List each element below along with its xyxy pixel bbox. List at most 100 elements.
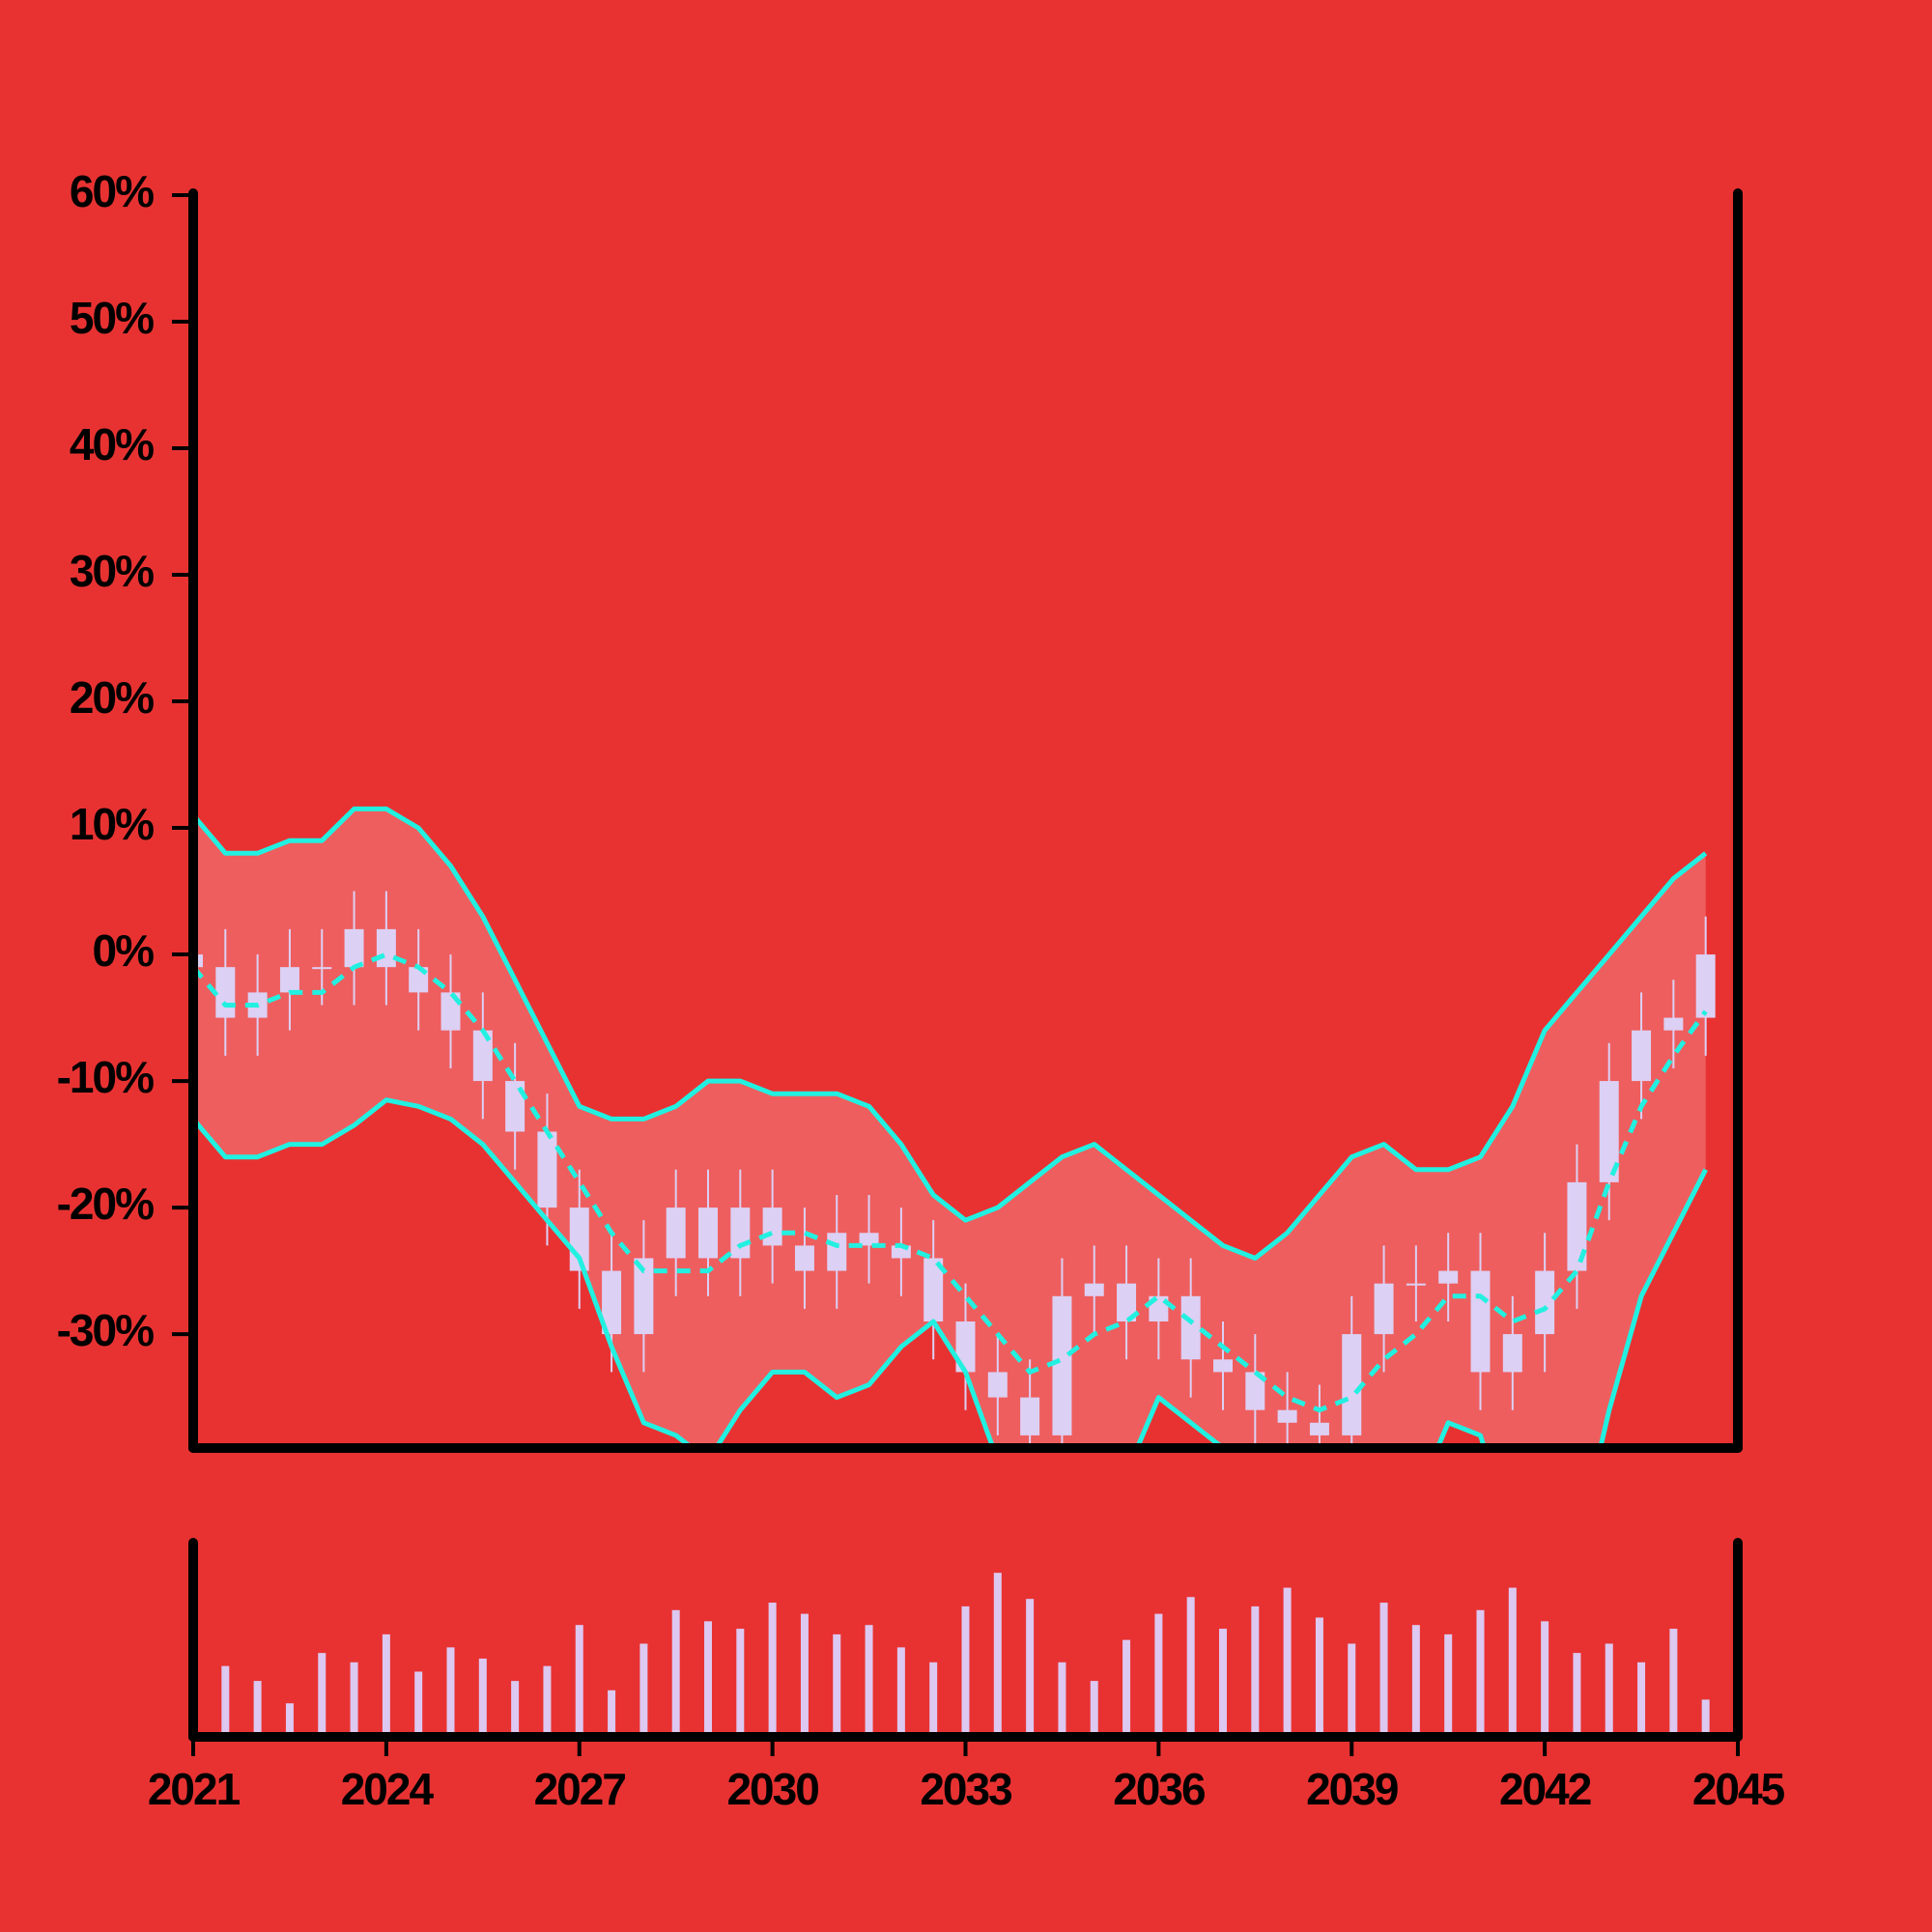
candle-body [1213,1359,1233,1373]
volume-bar [575,1625,583,1737]
y-tick-label: 40% [70,419,154,469]
volume-bar [1508,1587,1517,1737]
volume-bar [1637,1662,1646,1737]
volume-bar [511,1681,520,1737]
volume-bar [736,1629,745,1737]
candle-body [1117,1283,1137,1321]
volume-bar [671,1609,680,1737]
candle-body [215,967,236,1018]
volume-bar [414,1671,423,1737]
x-tick-label: 2027 [534,1764,626,1814]
candle-body [1599,1081,1619,1182]
volume-bar [896,1647,905,1737]
y-tick-label: -10% [57,1052,154,1102]
candle-body [698,1208,718,1259]
candle-body [279,967,299,993]
candle-body [827,1233,847,1271]
volume-bar [1541,1621,1549,1737]
candle-body [344,928,364,968]
volume-bar [1090,1681,1098,1737]
candle-body [730,1208,751,1259]
x-tick-label: 2042 [1499,1764,1591,1814]
volume-bar [1573,1653,1581,1737]
candle-body [1084,1283,1104,1296]
volume-bar [704,1621,712,1737]
candle-body [1632,1030,1652,1082]
candle-body [762,1208,782,1246]
candle-body [1180,1295,1201,1360]
x-tick-label: 2033 [920,1764,1011,1814]
candle-body [634,1258,654,1335]
y-tick-label: 30% [70,546,154,596]
volume-bar [1701,1699,1710,1737]
candle-body [1535,1270,1555,1335]
volume-bar [1251,1605,1260,1737]
band-fill [193,809,1706,1448]
x-tick-label: 2045 [1692,1764,1785,1814]
volume-bar [1348,1643,1356,1737]
y-tick-label: 50% [70,293,154,343]
volume-bar [1219,1629,1227,1737]
volume-bar [446,1647,455,1737]
axes [188,188,1743,1742]
candle-body [1663,1017,1684,1031]
volume-bar [865,1625,873,1737]
candle-body [1695,954,1716,1018]
x-tick-label: 2021 [148,1764,241,1814]
upper-band-line [193,806,1708,1261]
candle-body [602,1270,622,1335]
candle-body [1309,1422,1329,1435]
lower-band-line [193,1097,1708,1448]
volume-bar [1122,1639,1131,1737]
volume-bar [1283,1587,1292,1737]
y-tick-label: 0% [93,925,155,976]
volume-bar [1379,1603,1388,1737]
candle-body [1567,1181,1587,1271]
candle-body [1502,1334,1522,1373]
candle-body [472,1030,493,1082]
y-tick-label: -30% [57,1305,154,1355]
x-tick-label: 2039 [1306,1764,1398,1814]
middle-band-line [193,952,1708,1413]
y-tick-label: 10% [70,799,154,849]
x-tick-label: 2036 [1113,1764,1205,1814]
candle-body [666,1208,686,1259]
candle-body [376,928,396,968]
candle-body [505,1081,526,1132]
volume-bar [1154,1613,1163,1737]
candle-body [312,967,332,970]
y-tick-label: -20% [57,1179,154,1229]
volume-bar [221,1665,230,1737]
volume-bar [478,1658,487,1737]
candle-body [955,1321,976,1373]
volume-bar [993,1573,1002,1737]
volume-bar [961,1605,970,1737]
candle-body [987,1372,1008,1398]
candle-body [1277,1409,1297,1423]
volume-bar [1315,1617,1323,1737]
volume-bar [1058,1662,1066,1737]
volume-bar [1186,1597,1195,1737]
volume-bar [1669,1629,1678,1737]
candle-body [923,1258,944,1321]
candle-body [1342,1334,1362,1435]
candle-body [1470,1270,1491,1373]
candle-body [1406,1283,1426,1286]
volume-bar [285,1703,294,1737]
candle-body [794,1245,814,1271]
candle-body [1438,1270,1459,1284]
volume-bar [318,1653,327,1737]
volume-bar [1476,1609,1485,1737]
volume-bar [543,1665,552,1737]
volume-bar [929,1662,938,1737]
volume-bar [768,1603,777,1737]
volume-bar [1444,1634,1453,1737]
y-tick-label: 60% [70,166,154,216]
x-tick-label: 2030 [726,1764,818,1814]
volume-bar [382,1634,390,1737]
volume-bar [1605,1643,1613,1737]
volume-bar [350,1662,358,1737]
x-tick-label: 2024 [341,1764,435,1814]
